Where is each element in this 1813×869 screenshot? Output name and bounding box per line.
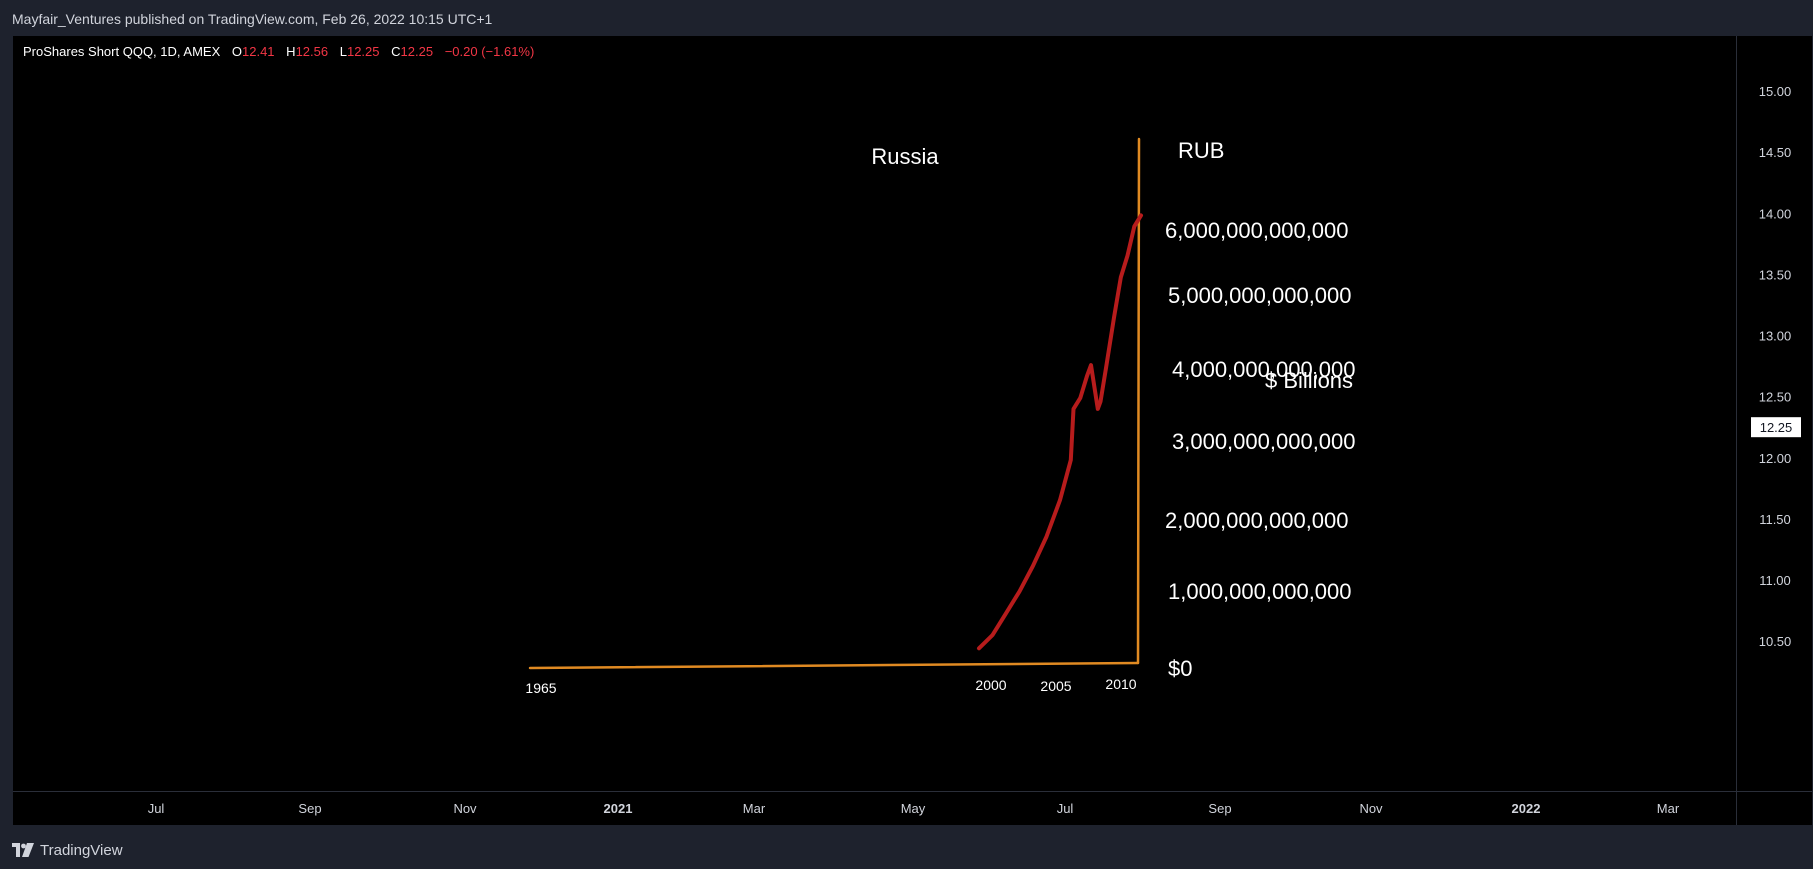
russia-y-tick-label: 2,000,000,000,000	[1165, 508, 1349, 533]
time-tick-label: Jul	[148, 801, 165, 816]
tradingview-logo-icon	[12, 843, 34, 857]
published-header: Mayfair_Ventures published on TradingVie…	[12, 11, 493, 27]
russia-y-tick-label: 6,000,000,000,000	[1165, 218, 1349, 243]
symbol-legend[interactable]: ProShares Short QQQ, 1D, AMEX O12.41 H12…	[23, 44, 534, 59]
chart-canvas[interactable]: 15.50 15.00 14.50 14.00 13.50 13.00 12.50 12.00…	[13, 36, 1812, 825]
russia-unit-label: $ Billions	[1265, 368, 1353, 393]
price-tick-label: 14.50	[1759, 145, 1792, 160]
change-value: −0.20 (−1.61%)	[444, 44, 535, 59]
price-tick-label: 15.00	[1759, 84, 1792, 99]
chart-area[interactable]: 15.50 15.00 14.50 14.00 13.50 13.00 12.50 12.00…	[13, 36, 1812, 825]
open-value: 12.41	[242, 44, 275, 59]
price-tick-label: 11.50	[1759, 512, 1791, 527]
current-price-label: 12.25	[1760, 420, 1793, 435]
symbol-title[interactable]: ProShares Short QQQ, 1D, AMEX	[23, 44, 221, 59]
time-tick-label: Sep	[298, 801, 321, 816]
russia-currency-label: RUB	[1178, 138, 1224, 163]
price-tick-label: 10.50	[1759, 634, 1792, 649]
high-label: H	[286, 44, 296, 59]
russia-drawing[interactable]: Russia RUB $ Billions 6,000,000,000,000 5,00…	[525, 137, 1356, 696]
time-tick-label: Mar	[743, 801, 766, 816]
price-tick-label: 11.00	[1759, 573, 1791, 588]
close-value: 12.25	[400, 44, 434, 59]
price-tick-label: 12.00	[1759, 451, 1792, 466]
russia-x-tick-label: 1965	[525, 680, 556, 696]
price-tick-label: 13.00	[1759, 329, 1792, 344]
time-tick-label: Nov	[453, 801, 477, 816]
time-tick-label: May	[901, 801, 926, 816]
russia-x-tick-label: 2005	[1040, 678, 1071, 694]
russia-y-tick-label: 3,000,000,000,000	[1172, 429, 1356, 454]
russia-x-axis-line	[528, 661, 1140, 670]
russia-x-tick-label: 2010	[1105, 676, 1136, 692]
russia-y-tick-label: 4,000,000,000,000	[1172, 357, 1356, 382]
russia-data-line	[977, 213, 1143, 651]
russia-x-tick-label: 2000	[975, 677, 1006, 693]
russia-y-tick-label: 1,000,000,000,000	[1168, 579, 1352, 604]
current-price-badge	[1751, 417, 1801, 438]
time-tick-label: Mar	[1657, 801, 1680, 816]
price-tick-label: 12.50	[1759, 390, 1792, 405]
price-axis[interactable]: 15.50 15.00 14.50 14.00 13.50 13.00 12.50 12.00…	[1751, 36, 1801, 649]
russia-y-axis-line	[1136, 137, 1141, 665]
time-tick-label: 2021	[604, 801, 633, 816]
footer-brand[interactable]: TradingView	[40, 841, 123, 859]
time-axis[interactable]: Jul Sep Nov 2021 Mar May Jul Sep Nov 2022 Mar	[148, 801, 1680, 816]
russia-y-tick-label: $0	[1168, 656, 1192, 681]
high-value: 12.56	[295, 44, 329, 59]
time-tick-label: Jul	[1057, 801, 1074, 816]
low-label: L	[339, 44, 347, 59]
russia-y-tick-label: 5,000,000,000,000	[1168, 283, 1352, 308]
price-tick-label: 13.50	[1759, 267, 1792, 282]
russia-title: Russia	[871, 144, 939, 169]
time-tick-label: 2022	[1512, 801, 1541, 816]
price-tick-label: 15.50	[1759, 36, 1792, 38]
low-value: 12.25	[346, 44, 380, 59]
time-tick-label: Sep	[1208, 801, 1231, 816]
footer-branding[interactable]: TradingView	[12, 837, 123, 863]
open-label: O	[231, 44, 242, 59]
price-tick-label: 14.00	[1759, 206, 1792, 221]
close-label: C	[391, 44, 401, 59]
time-tick-label: Nov	[1359, 801, 1383, 816]
plot-background	[13, 36, 1812, 825]
